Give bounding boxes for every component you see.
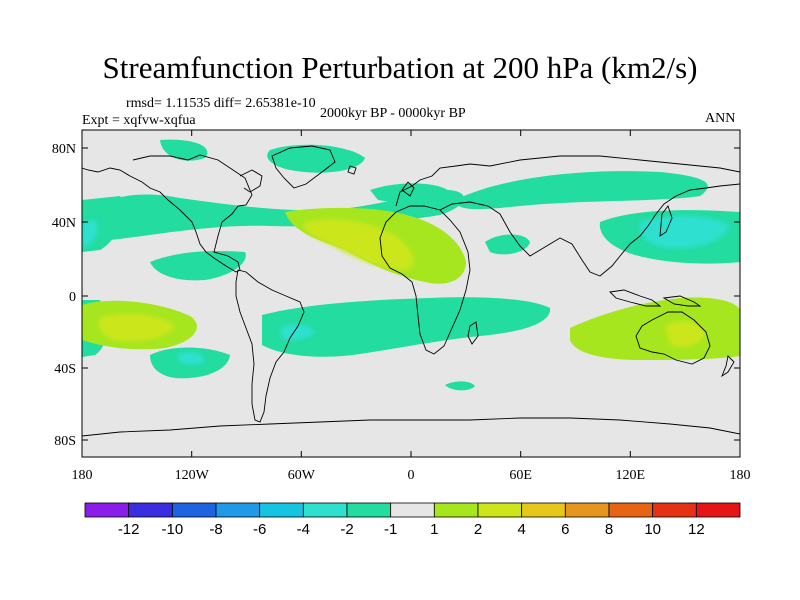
colorbar-swatch — [171, 502, 217, 518]
colorbar-label: 2 — [474, 521, 482, 538]
anomaly-neg-s-america-atlantic — [262, 297, 551, 357]
coast-greenland — [271, 145, 336, 189]
coast-new-zealand — [721, 355, 735, 378]
coastlines — [82, 145, 740, 437]
colorbar-swatch — [608, 502, 654, 518]
anomaly-neg-n-atlantic — [370, 183, 450, 202]
anomaly-pos-sahara-core — [303, 219, 414, 270]
anomaly-neg-greenland — [267, 144, 365, 173]
anomaly-neg-canada — [160, 139, 208, 161]
anomaly-neg-eurasia-band — [455, 171, 708, 210]
lat-tick-label: 80S — [54, 434, 76, 449]
period-label: 2000kyr BP - 0000kyr BP — [320, 106, 466, 121]
experiment-label: Expt = xqfvw-xqfua — [82, 113, 196, 128]
colorbar-swatch — [390, 502, 435, 518]
colorbar-swatch — [695, 502, 741, 518]
colorbar-label: 1 — [430, 521, 438, 538]
coast-south-america — [235, 269, 305, 423]
anomaly-neg-arabia — [485, 234, 530, 255]
lat-tick-label: 80N — [52, 142, 76, 157]
lon-tick-label: 120W — [175, 468, 210, 483]
anomaly-neg-nw-edge-core — [82, 220, 98, 246]
anomaly-neg-brazil-core — [280, 324, 315, 340]
colorbar-swatch — [215, 502, 261, 518]
coast-iceland — [347, 165, 357, 175]
coast-africa — [379, 205, 471, 355]
lon-tick-label: 120E — [616, 468, 646, 483]
colorbar-label: -12 — [118, 521, 140, 538]
anomaly-neg-s-africa-small — [445, 381, 475, 391]
anomaly-neg-n-pacific-atlantic-band — [82, 190, 464, 241]
colorbar-swatch — [652, 502, 697, 518]
coast-indonesia — [609, 289, 662, 307]
lat-tick-label: 40S — [54, 362, 76, 377]
colorbar-swatch — [84, 502, 130, 518]
axis-tick-labels: 80N 40N 0 40S 80S 180 120W 60W 0 60E 120E 180 — [52, 142, 751, 483]
colorbar-swatch — [521, 502, 566, 518]
colorbar-labels: -12 -10 -8 -6 -4 -2 -1 1 2 4 6 8 10 12 — [118, 521, 705, 538]
colorbar-label: -10 — [161, 521, 183, 538]
colorbar-label: 8 — [605, 521, 613, 538]
plot-title: Streamfunction Perturbation at 200 hPa (… — [102, 50, 698, 85]
coast-madagascar — [467, 321, 479, 345]
colorbar-label: 10 — [644, 521, 661, 538]
coast-britain — [401, 181, 415, 197]
anomaly-neg-japan-core — [639, 215, 730, 249]
anomaly-field — [82, 139, 740, 437]
colorbar-swatch — [433, 502, 479, 518]
lon-tick-label: 180 — [72, 468, 93, 483]
colorbar — [84, 502, 741, 518]
colorbar-swatch — [477, 502, 523, 518]
coast-eurasia-north — [395, 155, 740, 207]
coast-antarctica — [82, 417, 740, 437]
colorbar-swatch — [128, 502, 173, 518]
colorbar-label: -2 — [340, 521, 353, 538]
colorbar-swatch — [259, 502, 304, 518]
anomaly-neg-e-pacific — [150, 251, 246, 281]
coast-japan — [659, 205, 673, 237]
colorbar-swatch — [564, 502, 610, 518]
lat-tick-label: 40N — [52, 216, 76, 231]
season-label: ANN — [705, 111, 736, 126]
coast-new-guinea — [662, 295, 702, 307]
colorbar-label: 12 — [688, 521, 705, 538]
colorbar-label: -1 — [384, 521, 397, 538]
colorbar-label: -8 — [209, 521, 222, 538]
lon-tick-label: 0 — [408, 468, 415, 483]
stats-text: rmsd= 1.11535 diff= 2.65381e-10 — [126, 96, 316, 111]
coast-australia — [635, 311, 711, 365]
colorbar-label: 4 — [517, 521, 525, 538]
coast-eurasia-south — [439, 183, 740, 277]
anomaly-pos-australia-core — [665, 321, 705, 347]
colorbar-swatch — [346, 502, 392, 518]
lon-tick-label: 60W — [288, 468, 316, 483]
colorbar-label: 6 — [561, 521, 569, 538]
colorbar-label: -6 — [253, 521, 266, 538]
colorbar-label: -4 — [297, 521, 310, 538]
anomaly-pos-australia — [570, 297, 740, 360]
colorbar-swatch — [302, 502, 348, 518]
lon-tick-label: 60E — [509, 468, 532, 483]
axis-ticks — [81, 130, 741, 457]
anomaly-neg-se-pacific-core — [178, 352, 205, 365]
lat-tick-label: 0 — [69, 290, 76, 305]
anomaly-pos-s-pacific-core — [98, 313, 175, 342]
coast-hudson-labrador — [239, 169, 263, 193]
lon-tick-label: 180 — [730, 468, 751, 483]
